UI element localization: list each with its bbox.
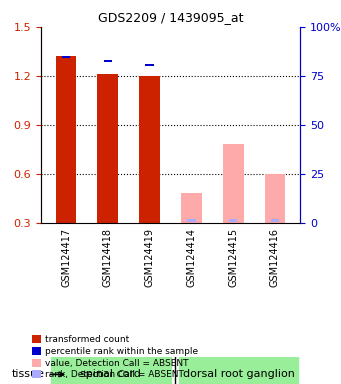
Bar: [271, 219, 279, 222]
Bar: [97, 74, 118, 223]
Bar: [145, 64, 154, 66]
Bar: [56, 56, 76, 223]
Text: dorsal root ganglion: dorsal root ganglion: [183, 369, 295, 379]
Bar: [139, 76, 160, 223]
Bar: [265, 174, 285, 223]
Bar: [62, 56, 70, 58]
Legend: transformed count, percentile rank within the sample, value, Detection Call = AB: transformed count, percentile rank withi…: [32, 335, 198, 379]
Text: tissue: tissue: [12, 369, 63, 379]
Bar: [223, 144, 244, 223]
Bar: [181, 193, 202, 223]
Bar: [187, 219, 196, 222]
Bar: [104, 60, 112, 62]
Bar: [229, 219, 237, 222]
Title: GDS2209 / 1439095_at: GDS2209 / 1439095_at: [98, 11, 243, 24]
Text: spinal cord: spinal cord: [80, 369, 141, 379]
